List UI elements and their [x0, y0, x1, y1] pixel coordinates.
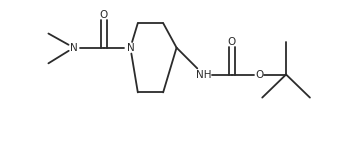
Text: N: N	[70, 43, 78, 53]
Text: O: O	[255, 69, 263, 80]
Text: O: O	[228, 37, 236, 47]
Text: O: O	[99, 10, 108, 20]
Text: N: N	[126, 43, 134, 53]
Text: NH: NH	[196, 69, 211, 80]
